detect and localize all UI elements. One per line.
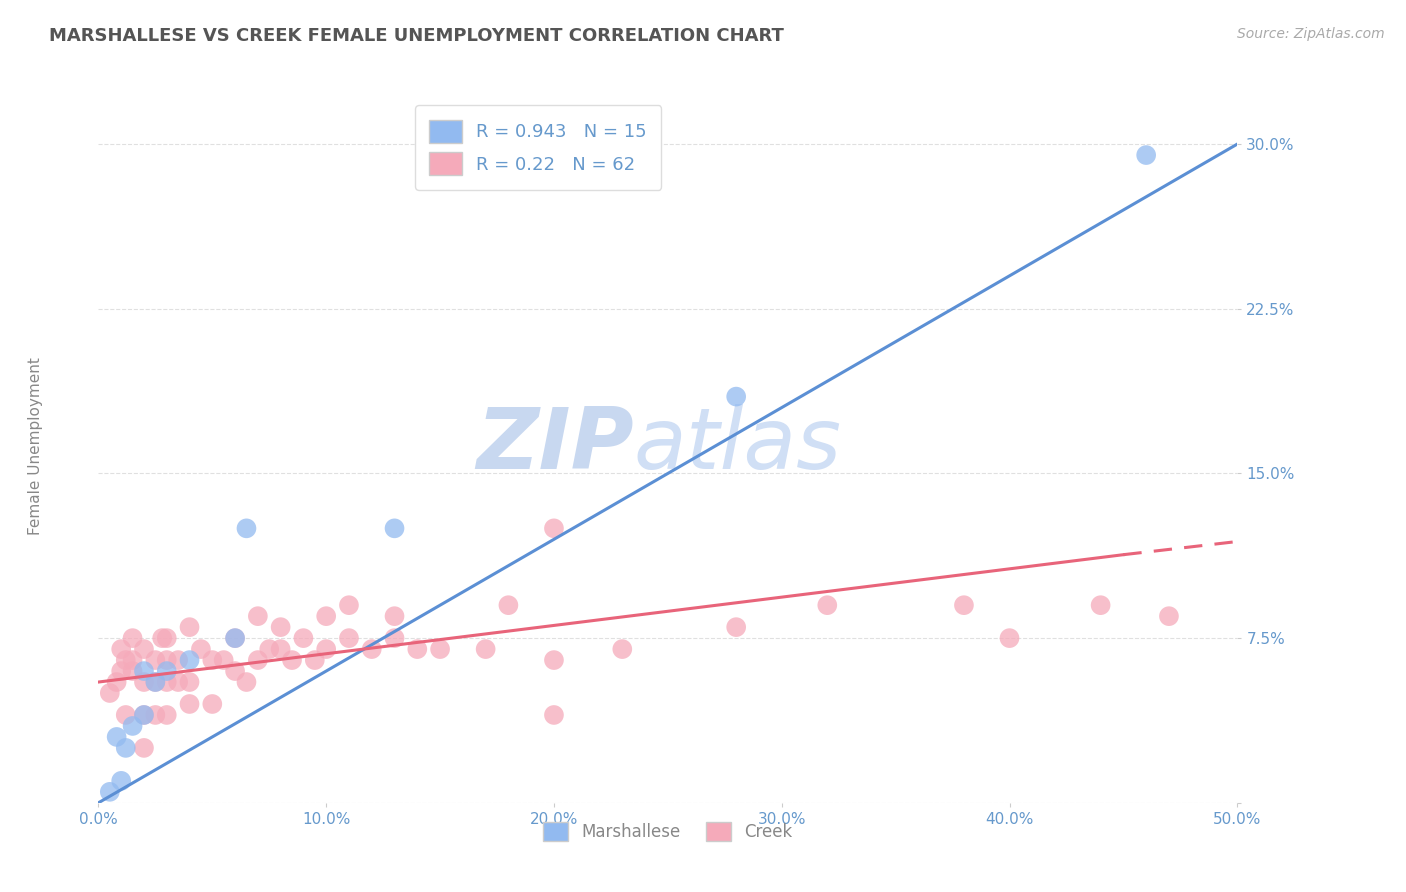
Point xyxy=(150,631,173,645)
Point xyxy=(235,675,257,690)
Point xyxy=(114,653,136,667)
Point xyxy=(145,675,167,690)
Point xyxy=(110,773,132,788)
Point xyxy=(132,675,155,690)
Text: Female Unemployment: Female Unemployment xyxy=(28,357,44,535)
Point xyxy=(121,653,143,667)
Point xyxy=(384,631,406,645)
Point xyxy=(1090,598,1112,612)
Point xyxy=(105,675,128,690)
Point xyxy=(201,697,224,711)
Text: MARSHALLESE VS CREEK FEMALE UNEMPLOYMENT CORRELATION CHART: MARSHALLESE VS CREEK FEMALE UNEMPLOYMENT… xyxy=(49,27,785,45)
Point xyxy=(132,642,155,657)
Point xyxy=(224,631,246,645)
Point xyxy=(167,675,190,690)
Point xyxy=(281,653,304,667)
Point xyxy=(337,631,360,645)
Point xyxy=(612,642,634,657)
Point xyxy=(110,664,132,678)
Point xyxy=(201,653,224,667)
Point xyxy=(110,642,132,657)
Point xyxy=(725,390,748,404)
Point xyxy=(145,675,167,690)
Point xyxy=(132,740,155,755)
Point xyxy=(179,697,201,711)
Point xyxy=(167,653,190,667)
Point xyxy=(179,675,201,690)
Point xyxy=(190,642,212,657)
Text: Source: ZipAtlas.com: Source: ZipAtlas.com xyxy=(1237,27,1385,41)
Point xyxy=(998,631,1021,645)
Point xyxy=(145,708,167,723)
Point xyxy=(543,521,565,535)
Point xyxy=(224,664,246,678)
Point xyxy=(953,598,976,612)
Point xyxy=(179,620,201,634)
Legend: Marshallese, Creek: Marshallese, Creek xyxy=(537,815,799,848)
Point xyxy=(1157,609,1180,624)
Point xyxy=(384,521,406,535)
Point xyxy=(259,642,281,657)
Point xyxy=(235,521,257,535)
Point xyxy=(145,653,167,667)
Point xyxy=(498,598,520,612)
Point xyxy=(270,620,292,634)
Point xyxy=(156,653,179,667)
Point xyxy=(315,609,337,624)
Point xyxy=(224,631,246,645)
Point xyxy=(543,708,565,723)
Point xyxy=(179,653,201,667)
Point xyxy=(315,642,337,657)
Point xyxy=(132,708,155,723)
Point xyxy=(543,653,565,667)
Point xyxy=(114,708,136,723)
Point xyxy=(156,664,179,678)
Point xyxy=(815,598,838,612)
Point xyxy=(156,631,179,645)
Point xyxy=(270,642,292,657)
Point xyxy=(304,653,326,667)
Point xyxy=(156,675,179,690)
Text: ZIP: ZIP xyxy=(477,404,634,488)
Point xyxy=(121,719,143,733)
Point xyxy=(132,664,155,678)
Point xyxy=(246,653,269,667)
Point xyxy=(725,620,748,634)
Point xyxy=(105,730,128,744)
Point xyxy=(337,598,360,612)
Point xyxy=(121,631,143,645)
Point xyxy=(114,740,136,755)
Point xyxy=(360,642,382,657)
Point xyxy=(1135,148,1157,162)
Point xyxy=(98,785,121,799)
Point xyxy=(156,708,179,723)
Point xyxy=(474,642,496,657)
Point xyxy=(292,631,315,645)
Text: atlas: atlas xyxy=(634,404,842,488)
Point xyxy=(132,708,155,723)
Point xyxy=(429,642,451,657)
Point xyxy=(98,686,121,700)
Point xyxy=(121,664,143,678)
Point xyxy=(406,642,429,657)
Point xyxy=(246,609,269,624)
Point xyxy=(384,609,406,624)
Point xyxy=(212,653,235,667)
